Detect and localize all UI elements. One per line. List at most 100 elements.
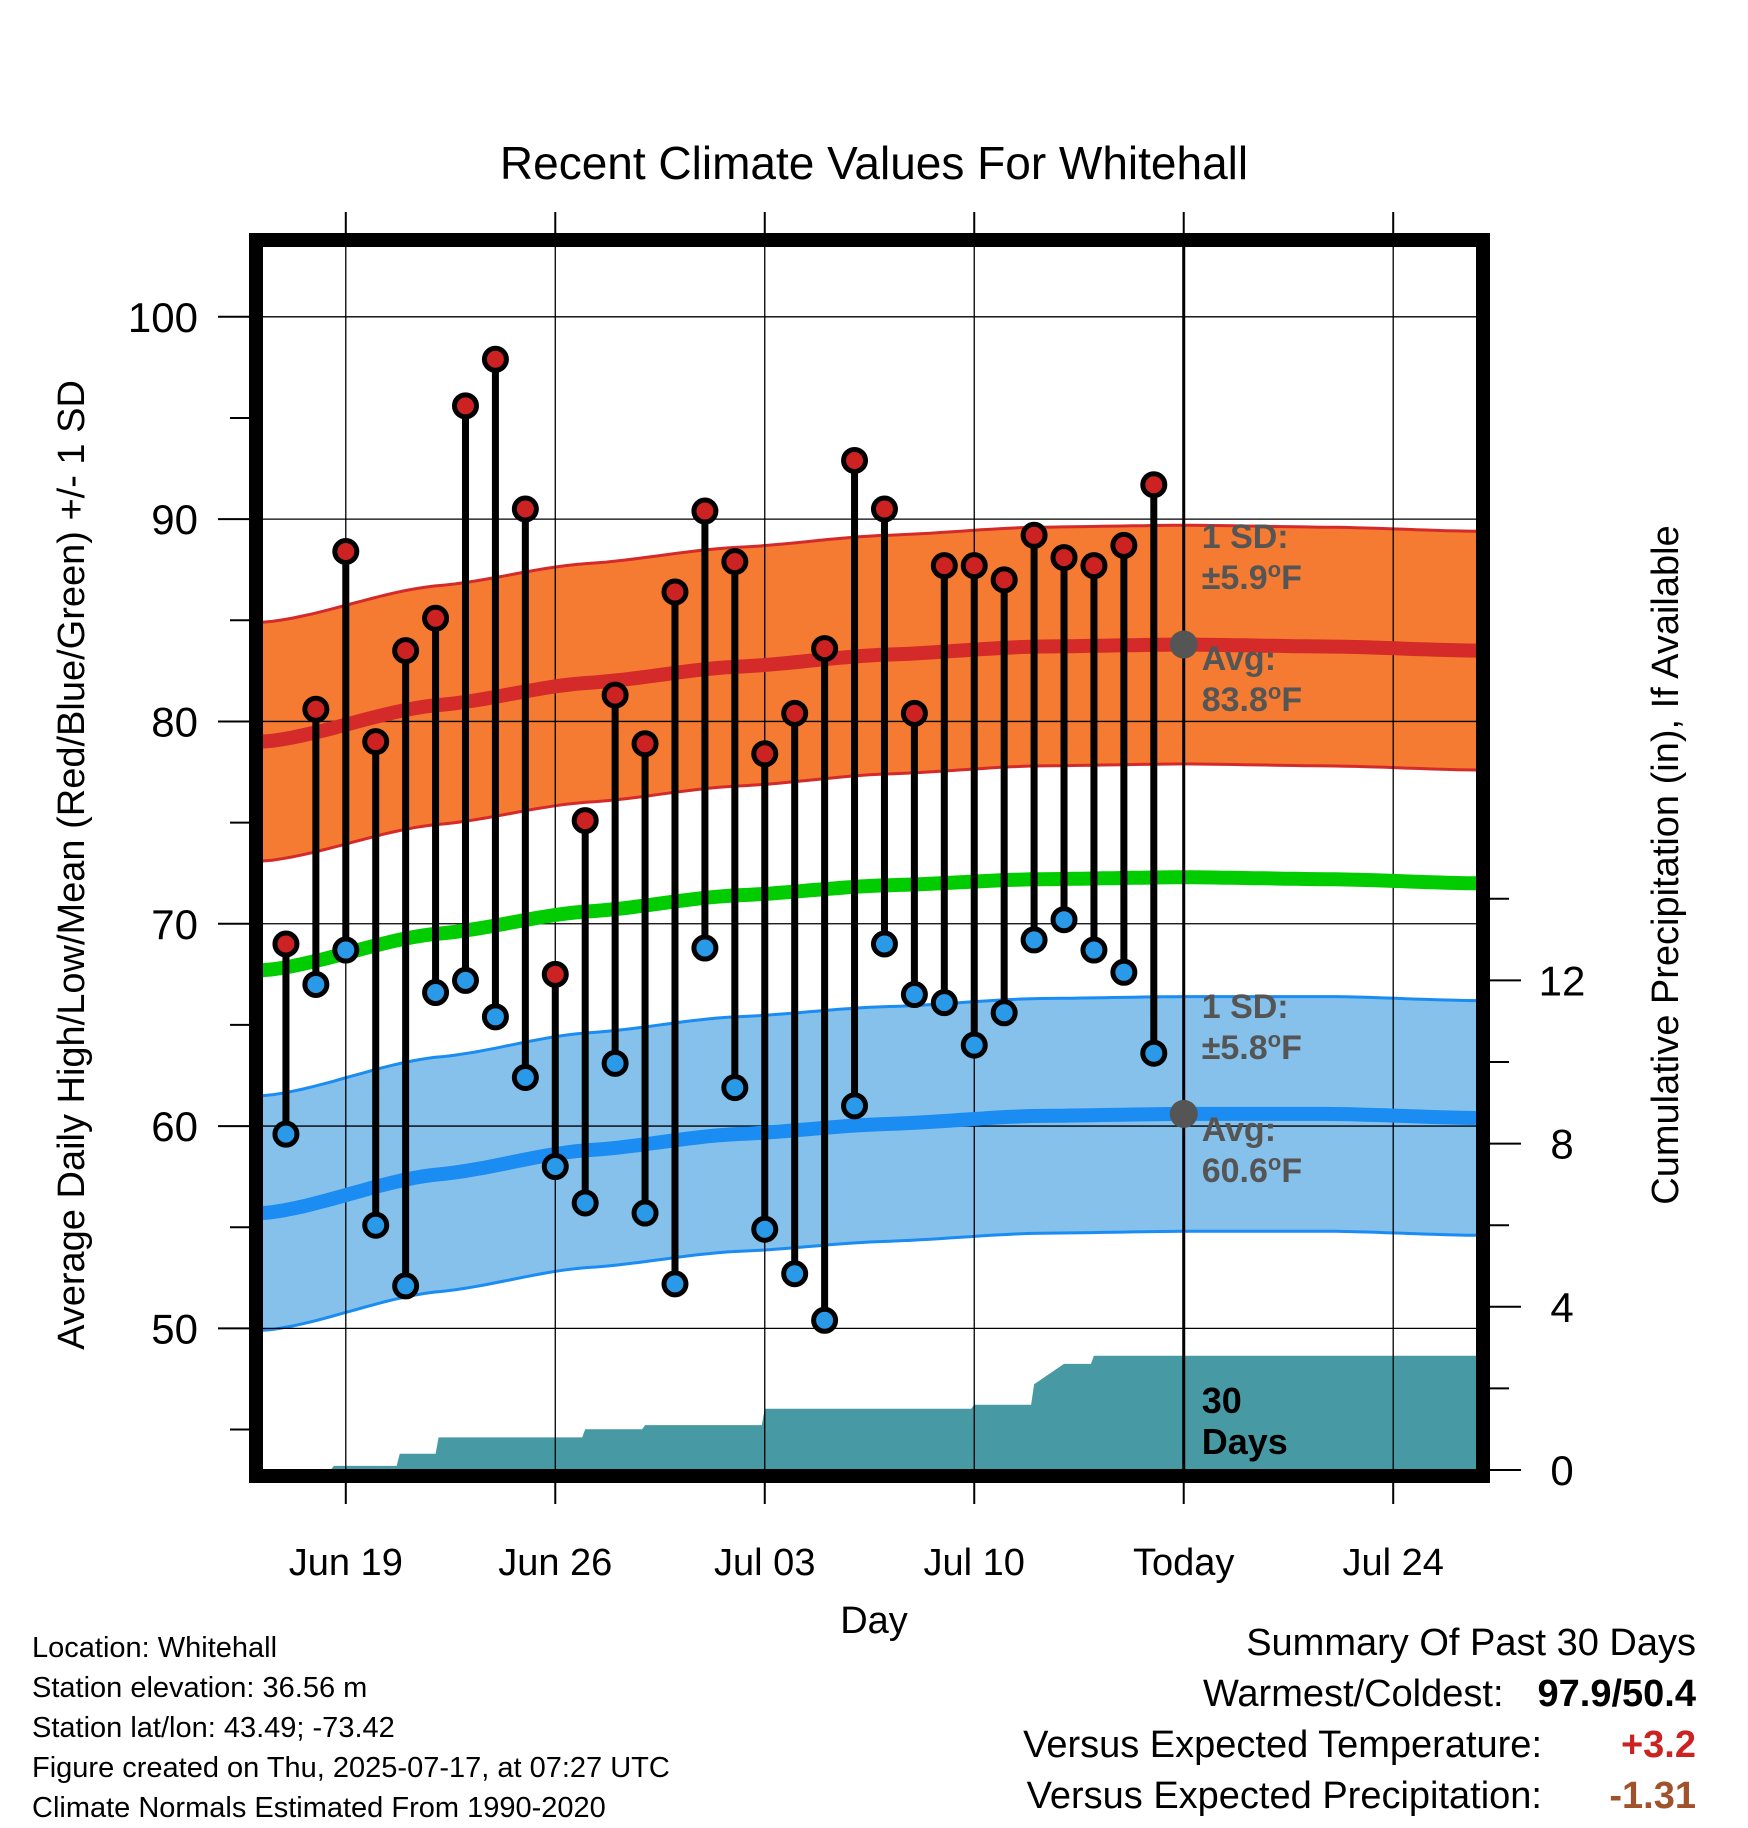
created-text: Figure created on Thu, 2025-07-17, at 07…	[32, 1752, 670, 1784]
elevation-text: Station elevation: 36.56 m	[32, 1672, 368, 1704]
observed-high-point	[870, 495, 898, 523]
summary-warmest-row: Warmest/Coldest: 97.9/50.4	[1023, 1669, 1696, 1720]
observed-high-point	[841, 446, 869, 474]
precip-area	[262, 1355, 1477, 1470]
observed-low-point	[511, 1064, 539, 1092]
observed-high-point	[511, 495, 539, 523]
low-sd-band	[262, 996, 1477, 1331]
observed-low-point	[1140, 1039, 1168, 1067]
observed-low-point	[841, 1092, 869, 1120]
observed-high-point	[1080, 552, 1108, 580]
temp-label: Versus Expected Temperature:	[1023, 1724, 1542, 1766]
observed-high-point	[631, 730, 659, 758]
latlon-text: Station lat/lon: 43.49; -73.42	[32, 1712, 395, 1744]
y-tick-label: 90	[151, 496, 198, 543]
observed-low-point	[571, 1189, 599, 1217]
observed-low-point	[811, 1306, 839, 1334]
warmest-value: 97.9/50.4	[1537, 1673, 1696, 1715]
observed-low-point	[870, 930, 898, 958]
observed-low-point	[541, 1153, 569, 1181]
high-sd-annotation: ±5.9oF	[1202, 557, 1302, 598]
observed-high-point	[900, 699, 928, 727]
station-info: Location: Whitehall Station elevation: 3…	[32, 1628, 670, 1828]
low-sd-annotation: 1 SD:	[1202, 988, 1289, 1026]
observed-high-point	[990, 566, 1018, 594]
x-tick-label: Today	[1133, 1542, 1234, 1584]
observed-low-point	[930, 989, 958, 1017]
observed-low-point	[1020, 926, 1048, 954]
observed-low-point	[601, 1049, 629, 1077]
today-low-normal-dot	[1169, 1099, 1198, 1128]
high-avg-annotation: Avg:	[1202, 640, 1276, 678]
low-avg-annotation: 60.6oF	[1202, 1150, 1302, 1191]
normals-text: Climate Normals Estimated From 1990-2020	[32, 1792, 606, 1824]
observed-low-point	[392, 1272, 420, 1300]
high-avg-annotation: 83.8oF	[1202, 679, 1302, 720]
plot-content	[262, 246, 1477, 1470]
observed-high-point	[1020, 521, 1048, 549]
observed-low-point	[422, 979, 450, 1007]
observed-high-point	[422, 604, 450, 632]
y2-tick-label: 12	[1539, 957, 1586, 1004]
observed-high-point	[960, 552, 988, 580]
observed-high-point	[751, 740, 779, 768]
observed-high-point	[332, 537, 360, 565]
chart-title: Recent Climate Values For Whitehall	[500, 137, 1248, 189]
observed-low-point	[1110, 958, 1138, 986]
summary-panel: Summary Of Past 30 Days Warmest/Coldest:…	[1023, 1618, 1696, 1822]
observed-low-point	[990, 999, 1018, 1027]
low-avg-annotation: Avg:	[1202, 1111, 1276, 1149]
x-tick-label: Jun 19	[289, 1542, 403, 1584]
location-text: Location: Whitehall	[32, 1632, 278, 1664]
y-tick-label: 60	[151, 1103, 198, 1150]
observed-high-point	[811, 635, 839, 663]
observed-low-point	[332, 936, 360, 964]
y-tick-label: 50	[151, 1305, 198, 1352]
observed-high-point	[691, 497, 719, 525]
observed-low-point	[721, 1074, 749, 1102]
y-tick-label: 80	[151, 698, 198, 745]
observed-high-point	[272, 930, 300, 958]
precip-label: Versus Expected Precipitation:	[1026, 1775, 1542, 1817]
observed-high-point	[571, 807, 599, 835]
y2-tick-label: 4	[1550, 1284, 1573, 1331]
observed-low-point	[1050, 906, 1078, 934]
observed-high-point	[1140, 471, 1168, 499]
x-tick-label: Jul 24	[1343, 1542, 1444, 1584]
x-tick-label: Jul 03	[714, 1542, 815, 1584]
observed-high-point	[1110, 531, 1138, 559]
plot-frame	[249, 233, 1490, 1483]
observed-high-point	[541, 960, 569, 988]
y-axis-label: Average Daily High/Low/Mean (Red/Blue/Gr…	[51, 380, 93, 1350]
observed-high-point	[302, 695, 330, 723]
summary-title: Summary Of Past 30 Days	[1246, 1622, 1696, 1664]
observed-high-point	[601, 681, 629, 709]
window-annotation: 30	[1202, 1380, 1242, 1421]
low-sd-upper-line	[262, 995, 1477, 1098]
observed-low-point	[751, 1215, 779, 1243]
y-tick-label: 100	[128, 294, 198, 341]
observed-low-point	[451, 966, 479, 994]
observed-low-point	[362, 1211, 390, 1239]
x-tick-label: Jun 26	[498, 1542, 612, 1584]
observed-low-point	[781, 1260, 809, 1288]
observed-high-point	[392, 637, 420, 665]
observed-high-point	[721, 548, 749, 576]
observed-low-point	[481, 1003, 509, 1031]
observed-low-point	[302, 970, 330, 998]
observed-high-point	[930, 552, 958, 580]
high-sd-annotation: 1 SD:	[1202, 518, 1289, 556]
observed-low-point	[900, 981, 928, 1009]
x-axis-label: Day	[840, 1600, 908, 1642]
observed-high-point	[781, 699, 809, 727]
observed-high-point	[481, 345, 509, 373]
observed-high-point	[451, 392, 479, 420]
y2-axis-label: Cumulative Precipitation (in), If Availa…	[1645, 525, 1687, 1204]
today-high-normal-dot	[1169, 630, 1198, 659]
summary-precip-row: Versus Expected Precipitation: -1.31	[1023, 1771, 1696, 1822]
window-annotation: Days	[1202, 1421, 1288, 1462]
x-tick-label: Jul 10	[924, 1542, 1025, 1584]
observed-high-point	[661, 578, 689, 606]
